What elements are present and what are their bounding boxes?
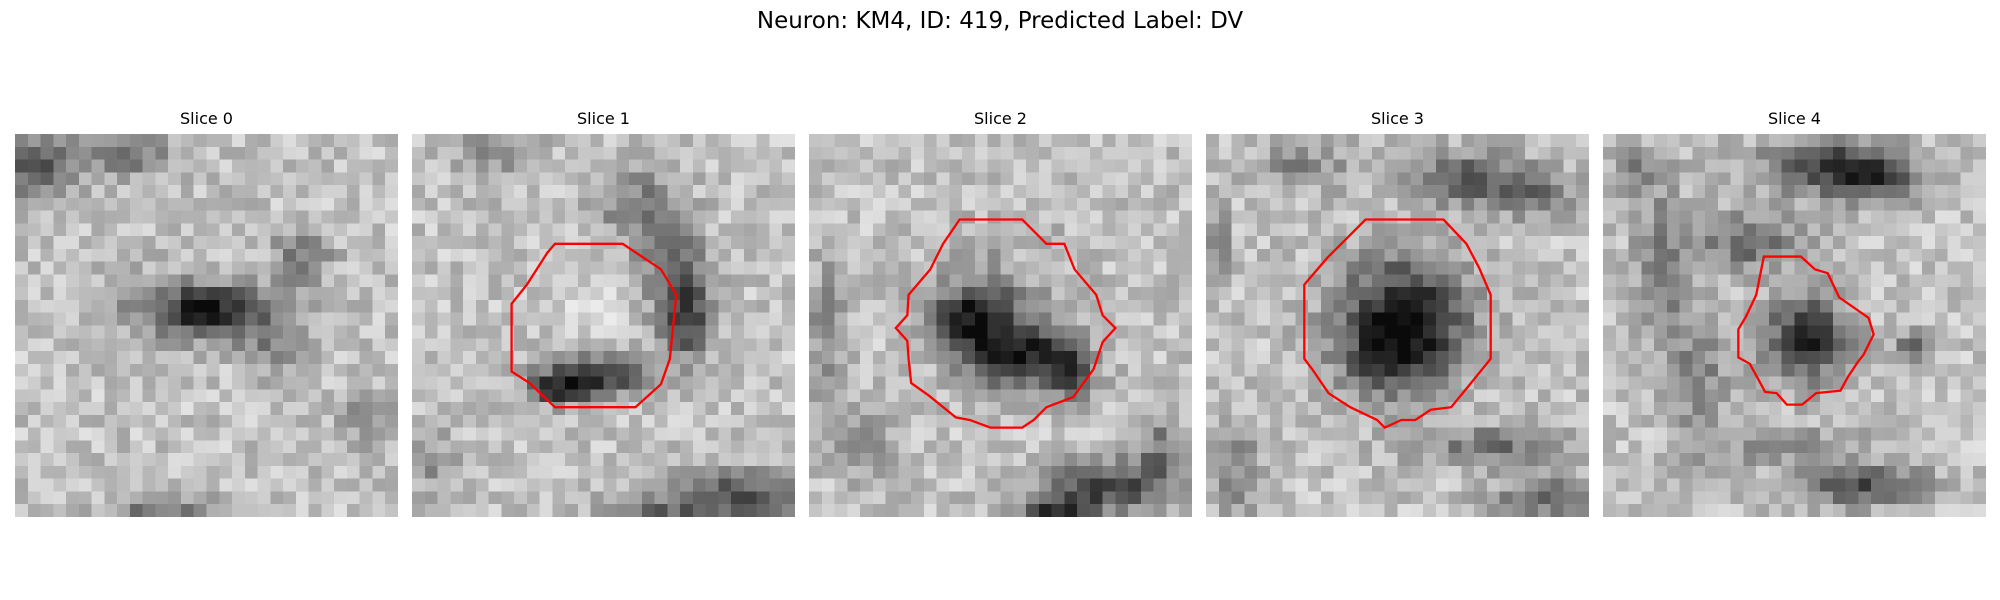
slice-4-roi-contour xyxy=(1737,255,1875,406)
figure-title: Neuron: KM4, ID: 419, Predicted Label: D… xyxy=(756,8,1244,34)
slice-4-title: Slice 4 xyxy=(1768,109,1821,128)
slice-2-image xyxy=(809,134,1192,517)
slice-1-roi-contour xyxy=(510,242,678,409)
slice-3-roi-contour xyxy=(1303,218,1492,430)
slice-3-title: Slice 3 xyxy=(1371,109,1424,128)
slice-0-title: Slice 0 xyxy=(180,109,233,128)
slice-3-image xyxy=(1206,134,1589,517)
slice-0-image xyxy=(15,134,398,517)
slice-1-title: Slice 1 xyxy=(577,109,630,128)
slice-1-image xyxy=(412,134,795,517)
slice-2-title: Slice 2 xyxy=(974,109,1027,128)
slice-2-roi-contour xyxy=(894,218,1117,429)
slice-4-image xyxy=(1603,134,1986,517)
